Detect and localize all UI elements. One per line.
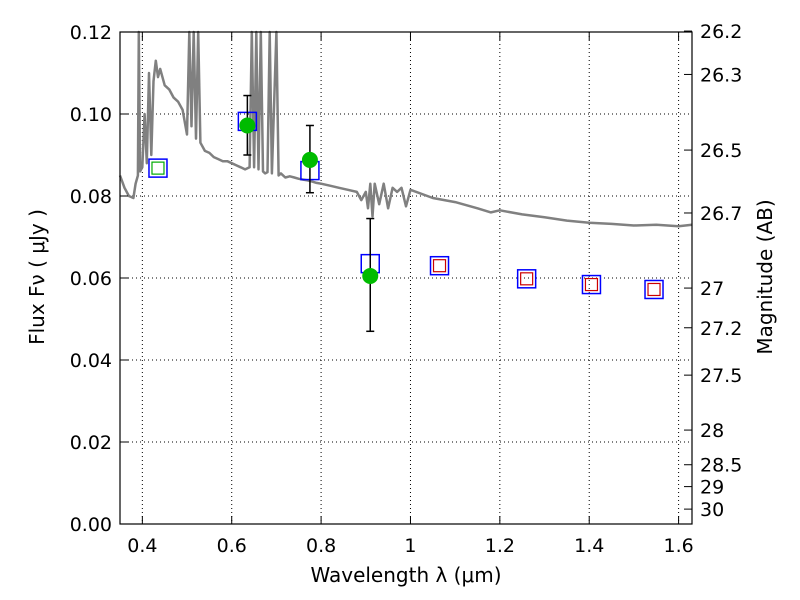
x-tick-label: 1: [404, 535, 416, 557]
square-marker: [581, 274, 602, 295]
x-axis-label: Wavelength λ (μm): [310, 563, 501, 587]
series-layer: [118, 30, 693, 333]
circle-marker: [239, 117, 256, 134]
plot-frame: [119, 31, 693, 525]
right-tick-label: 26.7: [700, 203, 742, 225]
small-square-marker: [520, 272, 534, 286]
right-tick-label: 29: [700, 477, 724, 499]
x-tick-label: 0.6: [217, 535, 247, 557]
square-marker: [516, 269, 537, 289]
y-axis-label: Flux Fν ( μJy ): [25, 209, 49, 345]
right-axis-label: Magnitude (AB): [753, 199, 777, 354]
right-tick-label: 26.2: [700, 21, 742, 43]
y-tick-label: 0.12: [70, 22, 112, 44]
right-tick-label: 28.5: [700, 455, 742, 477]
x-tick-label: 0.8: [306, 535, 336, 557]
square-marker: [429, 255, 450, 276]
right-tick-label: 27.2: [700, 318, 742, 340]
small-square-marker: [151, 161, 165, 175]
right-tick-label: 27: [700, 278, 724, 300]
square-marker: [644, 279, 664, 300]
x-tick-label: 1.4: [574, 535, 604, 557]
circle-marker: [301, 151, 318, 168]
right-tick-label: 27.5: [700, 365, 742, 387]
right-tick-label: 28: [700, 420, 724, 442]
y-tick-label: 0.08: [70, 186, 112, 208]
axes: 0.4 0.6 0.8 1 1.2 1.4 1.6 0.00 0.02 0.04 0.06 0.08 0…: [70, 21, 743, 557]
small-square-marker: [584, 277, 599, 292]
y-tick-label: 0.06: [70, 268, 112, 290]
right-tick-label: 30: [700, 499, 724, 521]
model-spectrum-line: [118, 30, 693, 228]
right-tick-label: 26.5: [700, 140, 742, 162]
small-square-marker: [647, 282, 661, 297]
x-tick-label: 0.4: [127, 535, 157, 557]
right-tick-label: 26.3: [700, 64, 742, 86]
grid: [120, 31, 692, 525]
x-tick-label: 1.6: [663, 535, 693, 557]
y-tick-label: 0.10: [70, 104, 112, 126]
y-tick-label: 0.02: [70, 432, 112, 454]
small-square-marker: [432, 259, 447, 273]
circle-marker: [362, 267, 379, 284]
y-tick-label: 0.04: [70, 350, 112, 372]
square-marker: [148, 158, 168, 178]
x-tick-label: 1.2: [485, 535, 515, 557]
y-tick-label: 0.00: [70, 514, 112, 536]
